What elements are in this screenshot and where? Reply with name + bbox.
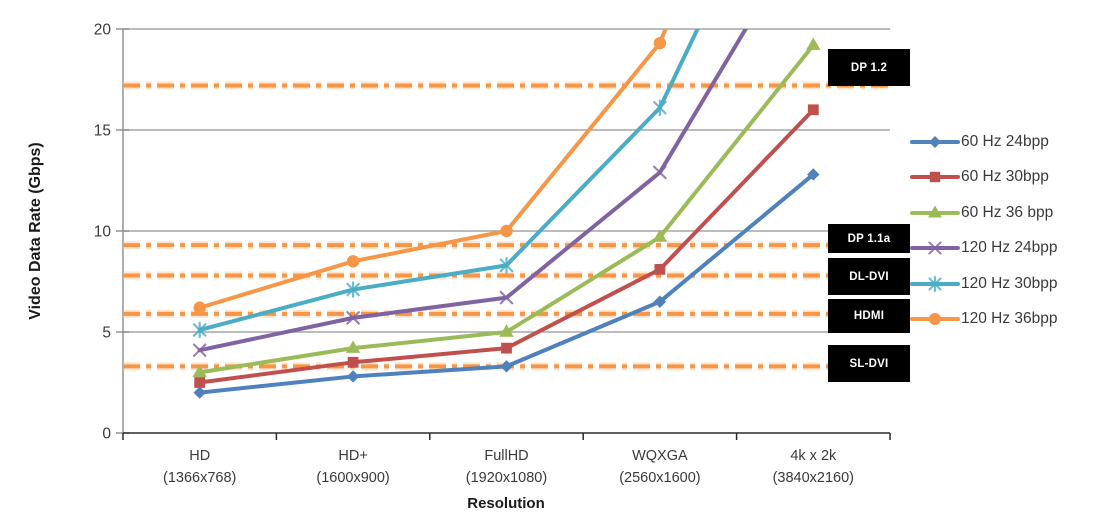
marker-diamond: [346, 370, 360, 383]
legend-item: 120 Hz 36bpp: [910, 302, 1058, 338]
marker-x: [192, 343, 207, 357]
legend-marker-icon: [910, 241, 960, 255]
legend-marker-icon: [910, 205, 960, 218]
legend-marker-icon: [910, 135, 960, 148]
reference-label-dl-dvi: DL-DVI: [828, 258, 910, 295]
x-axis-title: Resolution: [467, 495, 545, 512]
y-tick-label: 20: [94, 22, 112, 39]
marker-circle: [500, 224, 513, 238]
marker-square: [807, 104, 819, 116]
marker-triangle: [806, 37, 821, 50]
series-line: [197, 43, 816, 375]
legend-marker-icon: [910, 172, 960, 183]
marker-triangle: [928, 205, 942, 218]
series-group: [192, 29, 821, 399]
marker-asterisk: [192, 321, 207, 339]
legend-item: 120 Hz 24bpp: [910, 231, 1058, 267]
x-category-sublabel: (3840x2160): [773, 470, 854, 486]
x-category-sublabel: (2560x1600): [619, 470, 700, 486]
x-category-label: WQXGA: [632, 448, 688, 464]
marker-x: [499, 290, 514, 305]
marker-circle: [929, 313, 941, 326]
legend-item: 60 Hz 36 bpp: [910, 195, 1058, 231]
marker-x: [346, 311, 360, 325]
x-category-sublabel: (1366x768): [163, 470, 236, 486]
legend-marker-icon: [910, 275, 960, 292]
legend: 60 Hz 24bpp 60 Hz 30bpp 60 Hz 36 bpp 120 Hz…: [910, 124, 1058, 337]
y-tick-label: 5: [102, 325, 111, 342]
marker-x: [928, 241, 942, 255]
marker-square: [654, 263, 666, 275]
marker-square: [929, 172, 941, 183]
reference-label-dp-1-2: DP 1.2: [828, 49, 910, 86]
legend-label: 60 Hz 24bpp: [961, 132, 1049, 150]
marker-asterisk: [499, 257, 514, 274]
marker-triangle: [345, 340, 361, 353]
y-axis-title: Video Data Rate (Gbps): [27, 142, 44, 320]
legend-label: 120 Hz 24bpp: [961, 239, 1058, 257]
marker-x: [653, 165, 667, 180]
y-tick-label: 0: [102, 426, 111, 443]
x-category-label: HD: [189, 448, 210, 464]
marker-circle: [653, 36, 667, 50]
marker-circle: [346, 255, 360, 268]
marker-triangle: [192, 364, 207, 378]
marker-triangle: [652, 229, 668, 242]
marker-diamond: [653, 295, 667, 308]
legend-item: 60 Hz 30bpp: [910, 160, 1058, 196]
marker-diamond: [807, 168, 820, 181]
marker-diamond: [929, 135, 941, 148]
legend-label: 60 Hz 30bpp: [961, 168, 1049, 186]
marker-square: [347, 356, 359, 368]
legend-label: 120 Hz 30bpp: [961, 274, 1058, 292]
x-category-label: FullHD: [484, 448, 528, 464]
y-tick-label: 15: [94, 123, 111, 140]
legend-item: 60 Hz 24bpp: [910, 124, 1058, 160]
y-tick-label: 10: [94, 224, 112, 241]
legend-marker-icon: [910, 313, 960, 326]
marker-diamond: [193, 386, 206, 399]
marker-asterisk: [653, 99, 667, 117]
legend-label: 60 Hz 36 bpp: [961, 203, 1054, 221]
x-category-label: 4k x 2k: [790, 448, 837, 464]
marker-triangle: [499, 324, 514, 337]
legend-item: 120 Hz 30bpp: [910, 266, 1058, 302]
marker-asterisk: [928, 275, 942, 292]
reference-label-sl-dvi: SL-DVI: [828, 345, 910, 382]
reference-label-dp-1-1a: DP 1.1a: [828, 224, 910, 253]
x-category-sublabel: (1920x1080): [466, 470, 547, 486]
legend-label: 120 Hz 36bpp: [961, 310, 1058, 328]
marker-circle: [193, 301, 206, 314]
reference-label-hdmi: HDMI: [828, 299, 910, 333]
x-category-label: HD+: [338, 448, 367, 464]
x-category-sublabel: (1600x900): [316, 470, 389, 486]
marker-square: [501, 342, 512, 354]
marker-diamond: [500, 360, 513, 373]
marker-square: [194, 377, 206, 388]
marker-asterisk: [346, 281, 360, 298]
